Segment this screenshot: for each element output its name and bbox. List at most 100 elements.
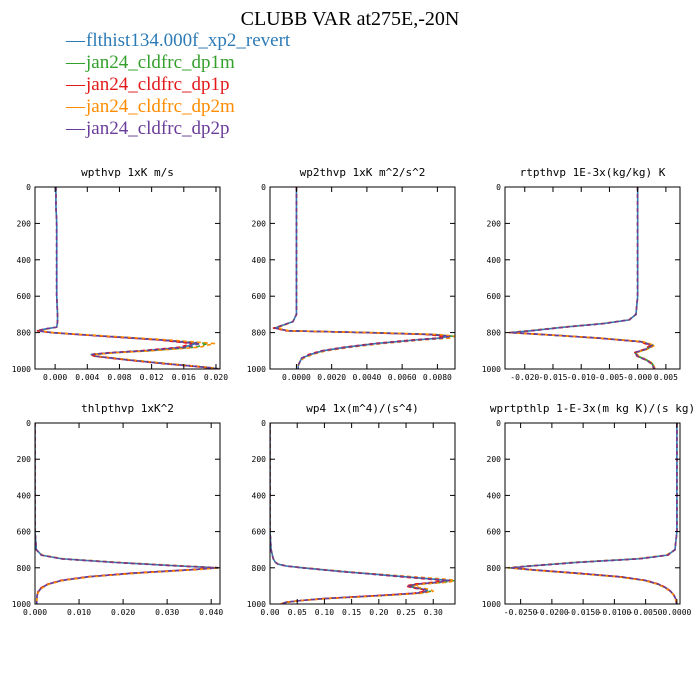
y-tick-label: 200 <box>487 219 502 228</box>
series-line <box>35 423 220 604</box>
series-line <box>270 423 455 604</box>
panel-3: rtpthvp 1E-3x(kg/kg) K02004006008001000-… <box>482 166 681 382</box>
x-tick-label: -0.000 <box>623 373 652 382</box>
panel-6: wprtpthlp 1-E-3x(m kg K)/(s kg) 0 200 400 60… <box>482 402 695 617</box>
series-line <box>507 423 678 604</box>
x-tick-label: 0.25 <box>396 608 415 617</box>
panel-lines <box>35 187 220 369</box>
x-tick-label: -0.0100 <box>598 608 632 617</box>
y-tick-label: 1000 <box>12 600 31 609</box>
x-tick-label: 0.020 <box>111 608 135 617</box>
x-tick-label: -0.0250 <box>504 608 538 617</box>
legend-label: jan24_cldfrc_dp1p <box>86 74 230 95</box>
plot-frame <box>34 186 221 370</box>
panel-lines <box>507 423 678 604</box>
panel-lines <box>272 187 455 369</box>
legend-dash: — <box>66 74 85 95</box>
x-tick-label: 0.0000 <box>662 608 691 617</box>
legend-label: jan24_cldfrc_dp2p <box>86 118 230 139</box>
series-line <box>508 423 678 604</box>
page-title: CLUBB VAR at275E,-20N <box>240 8 460 30</box>
y-tick-label: 400 <box>487 256 502 265</box>
y-tick-label: 600 <box>487 292 502 301</box>
x-tick-label: -0.020 <box>510 373 539 382</box>
series-line <box>39 187 220 369</box>
x-tick-label: 0.000 <box>43 373 67 382</box>
y-tick-label: 1000 <box>247 600 266 609</box>
y-tick-label: 600 <box>487 528 502 537</box>
y-tick-label: 1000 <box>482 600 501 609</box>
legend-dash: — <box>66 52 85 73</box>
x-tick-label: -0.010 <box>567 373 596 382</box>
x-tick-label: 0.0060 <box>388 373 417 382</box>
panel-2: wp2thvp 1xK m^2/s^2 0 200 400 600 800 1000 0.00… <box>247 166 456 382</box>
x-tick-label: 0.15 <box>342 608 361 617</box>
x-tick-label: 0.0080 <box>423 373 452 382</box>
legend-dash: — <box>66 96 85 117</box>
panel-title: thlpthvp 1xK^2 <box>81 402 174 415</box>
x-tick-label: 0.0040 <box>352 373 381 382</box>
x-tick-label: 0.0000 <box>282 373 311 382</box>
series-line <box>512 423 678 604</box>
series-line <box>270 423 455 604</box>
y-tick-label: 200 <box>487 455 502 464</box>
y-tick-label: 400 <box>17 256 32 265</box>
x-tick-label: 0.005 <box>654 373 678 382</box>
legend-dash: — <box>66 30 85 51</box>
x-tick-label: 0.010 <box>67 608 91 617</box>
legend-item: —jan24_cldfrc_dp2m <box>66 96 290 118</box>
x-tick-label: 0.05 <box>288 608 307 617</box>
y-tick-label: 200 <box>17 455 32 464</box>
x-tick-label: 0.004 <box>75 373 99 382</box>
y-tick-label: 1000 <box>12 365 31 374</box>
x-tick-label: 0.00 <box>260 608 279 617</box>
series-line <box>35 423 219 604</box>
legend-label: jan24_cldfrc_dp2m <box>86 96 235 117</box>
x-tick-label: -0.0150 <box>566 608 600 617</box>
x-tick-label: 0.040 <box>199 608 223 617</box>
y-tick-label: 800 <box>17 329 32 338</box>
legend-item: —jan24_cldfrc_dp1p <box>66 74 290 96</box>
panel-lines <box>270 423 455 604</box>
y-tick-label: 200 <box>252 219 267 228</box>
y-tick-label: 200 <box>252 455 267 464</box>
y-tick-label: 600 <box>17 292 32 301</box>
panel-title: wprtpthlp 1-E-3x(m kg K)/(s kg) <box>490 402 695 415</box>
y-tick-label: 400 <box>17 491 32 500</box>
y-tick-label: 800 <box>252 329 267 338</box>
panel-1: wpthvp 1xK m/s 0 200 400 600 800 1000 0.000 0.00… <box>12 166 228 382</box>
x-tick-label: 0.008 <box>107 373 131 382</box>
y-tick-label: 200 <box>17 219 32 228</box>
legend-label: jan24_cldfrc_dp1m <box>86 52 235 73</box>
y-tick-label: 0 <box>26 419 31 428</box>
x-tick-label: 0.0020 <box>317 373 346 382</box>
plot-frame <box>504 422 681 605</box>
x-tick-label: 0.10 <box>315 608 334 617</box>
y-tick-label: 0 <box>26 183 31 192</box>
series-line <box>274 187 451 369</box>
y-tick-label: 400 <box>487 491 502 500</box>
y-tick-label: 800 <box>487 329 502 338</box>
series-line <box>510 423 678 604</box>
series-line <box>35 423 219 604</box>
legend-item: —jan24_cldfrc_dp2p <box>66 118 290 140</box>
legend: —flthist134.000f_xp2_revert —jan24_cldfr… <box>66 30 290 140</box>
plot-frame <box>269 186 456 370</box>
legend-item: —jan24_cldfrc_dp1m <box>66 52 290 74</box>
series-line <box>509 423 678 604</box>
y-tick-label: 800 <box>252 564 267 573</box>
plot-frame <box>34 422 221 605</box>
legend-item: —flthist134.000f_xp2_revert <box>66 30 290 52</box>
x-tick-label: 0.012 <box>140 373 164 382</box>
y-tick-label: 600 <box>252 292 267 301</box>
x-tick-label: -0.0200 <box>535 608 569 617</box>
y-tick-label: 1000 <box>247 365 266 374</box>
x-tick-label: -0.005 <box>595 373 624 382</box>
series-line <box>35 423 217 604</box>
panel-title: wpthvp 1xK m/s <box>81 166 174 179</box>
x-tick-label: -0.0050 <box>629 608 663 617</box>
series-line <box>274 187 449 369</box>
series-line <box>276 187 455 369</box>
